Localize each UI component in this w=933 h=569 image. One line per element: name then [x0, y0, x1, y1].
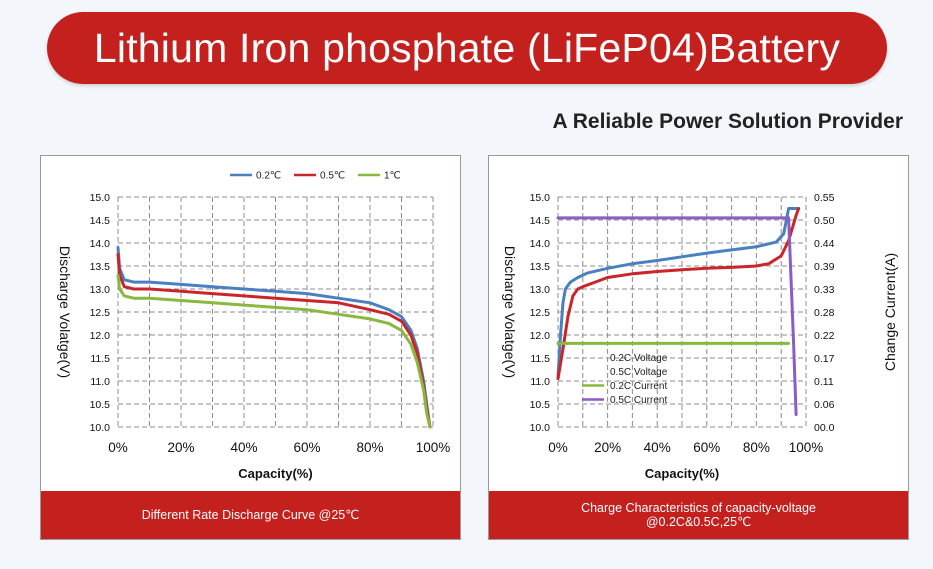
y2-tick-label: 00.0 [814, 422, 835, 434]
y-tick-label: 12.5 [90, 307, 111, 319]
y-tick-label: 10.5 [530, 399, 551, 411]
series-line-3 [556, 216, 798, 416]
y2-tick-label: 0.28 [814, 307, 835, 319]
y-tick-label: 10.0 [90, 422, 111, 434]
x-tick-label: 80% [743, 440, 770, 455]
y2-tick-label: 0.11 [814, 376, 834, 388]
y2-tick-label: 0.06 [814, 399, 835, 411]
page-title: Lithium Iron phosphate (LiFeP04)Battery [93, 24, 841, 71]
legend-label: 0.5℃ [320, 171, 345, 182]
series-line-1 [116, 253, 432, 429]
y-tick-label: 11.5 [90, 353, 110, 365]
y-tick-label: 11.0 [530, 376, 550, 388]
series-line-0 [556, 207, 801, 378]
y2-tick-label: 0.17 [814, 353, 835, 365]
y-tick-label: 10.0 [530, 422, 551, 434]
legend-label: 0.2℃ [256, 171, 281, 182]
charge-chart: 10.0 10.5 11.0 11.5 12.0 12.5 13.0 13.5 14.0 14.5… [502, 192, 898, 481]
y-tick-label: 12.5 [530, 307, 551, 319]
x-tick-label: 80% [356, 440, 383, 455]
y-axis-label: Discharge Volatge(V) [57, 246, 73, 378]
y2-axis-label: Change Current(A) [882, 253, 898, 371]
y-tick-label: 11.0 [90, 376, 110, 388]
y-tick-label: 13.0 [530, 284, 551, 296]
y-tick-label: 13.5 [90, 261, 111, 273]
legend-label: 0.2C Current [610, 381, 667, 392]
y-tick-label: 14.0 [90, 238, 111, 250]
legend-label: 1℃ [384, 171, 401, 182]
title-banner: Lithium Iron phosphate (LiFeP04)Battery [47, 12, 887, 84]
x-axis-label: Capacity(%) [645, 466, 719, 481]
y2-tick-label: 0.44 [814, 238, 835, 250]
y-tick-label: 14.5 [530, 215, 551, 227]
y2-tick-label: 0.55 [814, 192, 835, 204]
discharge-chart-caption: Different Rate Discharge Curve @25℃ [41, 491, 460, 539]
legend-label: 0.2C Voltage [610, 353, 668, 364]
y2-tick-label: 0.39 [814, 261, 835, 273]
discharge-chart: 10.0 10.5 11.0 11.5 12.0 12.5 13.0 13.5 14.0 14.5… [57, 171, 451, 482]
series-line-1 [556, 207, 801, 381]
x-tick-label: 100% [416, 440, 451, 455]
x-axis-label: Capacity(%) [238, 466, 312, 481]
x-tick-label: 0% [548, 440, 568, 455]
y-tick-label: 10.5 [90, 399, 111, 411]
y-tick-label: 12.0 [530, 330, 551, 342]
x-tick-label: 20% [594, 440, 621, 455]
x-tick-label: 100% [789, 440, 824, 455]
series-line-0 [116, 246, 432, 429]
series-line-2 [116, 273, 432, 429]
page-subtitle: A Reliable Power Solution Provider [552, 110, 903, 133]
y2-tick-label: 0.22 [814, 330, 835, 342]
y-tick-label: 14.5 [90, 215, 111, 227]
x-tick-label: 40% [644, 440, 671, 455]
y-tick-label: 15.0 [90, 192, 111, 204]
x-tick-label: 0% [108, 440, 128, 455]
discharge-chart-caption-text: Different Rate Discharge Curve @25℃ [141, 508, 360, 522]
charge-chart-panel: 10.0 10.5 11.0 11.5 12.0 12.5 13.0 13.5 14.0 14.5… [488, 155, 909, 540]
y-tick-label: 14.0 [530, 238, 551, 250]
y-axis-label: Discharge Volatge(V) [502, 246, 518, 378]
charge-chart-caption: Charge Characteristics of capacity-volta… [489, 491, 908, 539]
discharge-chart-panel: 10.0 10.5 11.0 11.5 12.0 12.5 13.0 13.5 14.0 14.5… [40, 155, 461, 540]
charge-chart-caption-text: Charge Characteristics of capacity-volta… [581, 501, 816, 529]
x-tick-label: 20% [167, 440, 194, 455]
y-tick-label: 15.0 [530, 192, 551, 204]
legend-label: 0.5C Current [610, 395, 667, 406]
x-tick-label: 40% [230, 440, 257, 455]
y2-tick-label: 0.50 [814, 215, 835, 227]
x-tick-label: 60% [693, 440, 720, 455]
y-tick-label: 12.0 [90, 330, 111, 342]
y-tick-label: 13.5 [530, 261, 551, 273]
y2-tick-label: 0.33 [814, 284, 835, 296]
x-tick-label: 60% [293, 440, 320, 455]
y-tick-label: 13.0 [90, 284, 111, 296]
y-tick-label: 11.5 [530, 353, 550, 365]
legend-label: 0.5C Voltage [610, 367, 668, 378]
